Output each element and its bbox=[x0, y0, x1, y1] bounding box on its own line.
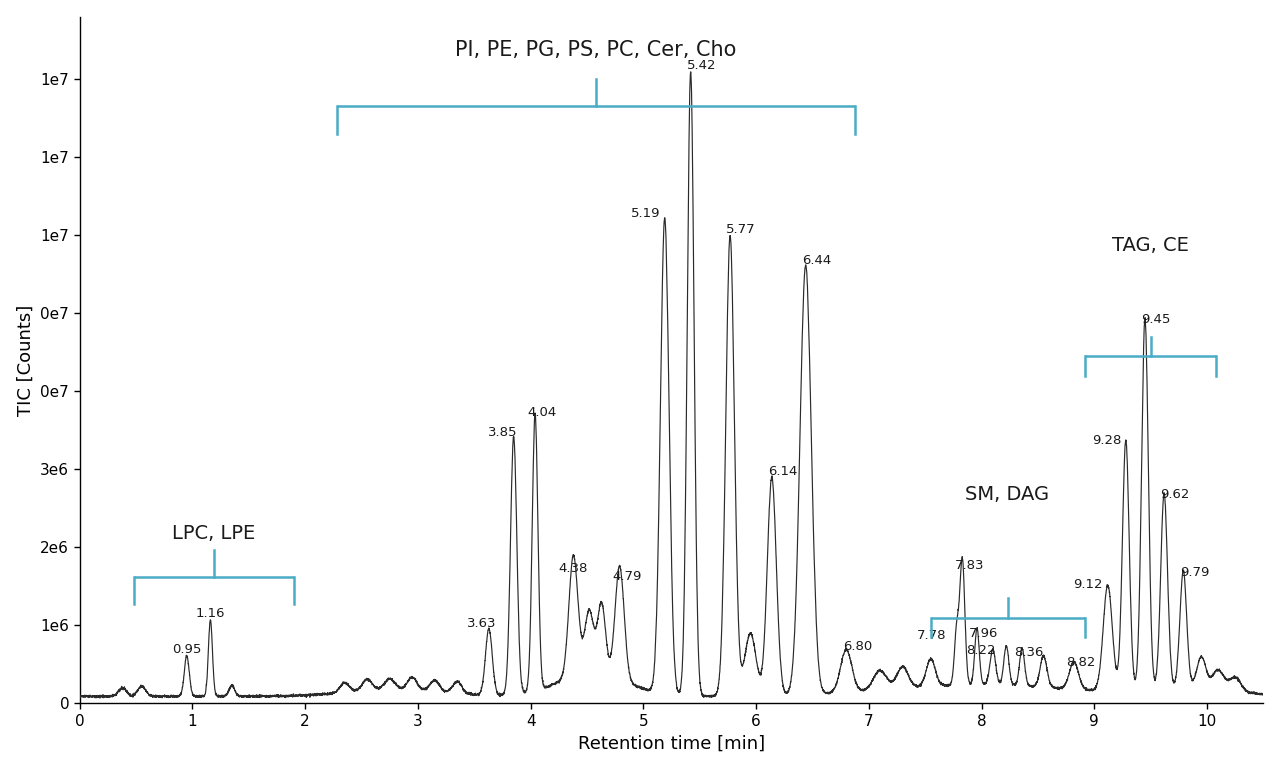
Text: 5.19: 5.19 bbox=[631, 208, 660, 221]
Text: 8.22: 8.22 bbox=[966, 644, 996, 657]
Text: 4.38: 4.38 bbox=[559, 562, 588, 575]
Text: 4.04: 4.04 bbox=[527, 406, 557, 419]
Text: TAG, CE: TAG, CE bbox=[1112, 235, 1189, 255]
Text: 6.80: 6.80 bbox=[842, 641, 872, 654]
Text: PI, PE, PG, PS, PC, Cer, Cho: PI, PE, PG, PS, PC, Cer, Cho bbox=[456, 39, 737, 59]
Y-axis label: TIC [Counts]: TIC [Counts] bbox=[17, 305, 35, 415]
Text: 5.77: 5.77 bbox=[727, 223, 756, 236]
Text: 6.14: 6.14 bbox=[768, 465, 797, 478]
Text: 9.12: 9.12 bbox=[1074, 578, 1103, 591]
Text: 1.16: 1.16 bbox=[196, 607, 225, 620]
Text: 3.85: 3.85 bbox=[488, 426, 517, 439]
Text: 4.79: 4.79 bbox=[612, 571, 641, 583]
Text: 9.79: 9.79 bbox=[1180, 566, 1210, 579]
Text: 7.78: 7.78 bbox=[916, 629, 946, 642]
Text: 7.96: 7.96 bbox=[969, 628, 998, 641]
Text: 3.63: 3.63 bbox=[467, 617, 497, 630]
Text: 7.83: 7.83 bbox=[955, 558, 984, 571]
Text: 0.95: 0.95 bbox=[172, 643, 201, 656]
Text: 9.45: 9.45 bbox=[1142, 313, 1171, 326]
Text: 6.44: 6.44 bbox=[803, 255, 832, 268]
Text: 5.42: 5.42 bbox=[687, 59, 717, 72]
Text: 8.82: 8.82 bbox=[1066, 656, 1096, 669]
X-axis label: Retention time [min]: Retention time [min] bbox=[579, 734, 765, 752]
Text: 8.36: 8.36 bbox=[1014, 646, 1043, 659]
Text: 9.28: 9.28 bbox=[1092, 434, 1121, 447]
Text: SM, DAG: SM, DAG bbox=[965, 485, 1050, 504]
Text: 9.62: 9.62 bbox=[1161, 488, 1190, 501]
Text: LPC, LPE: LPC, LPE bbox=[173, 524, 256, 544]
